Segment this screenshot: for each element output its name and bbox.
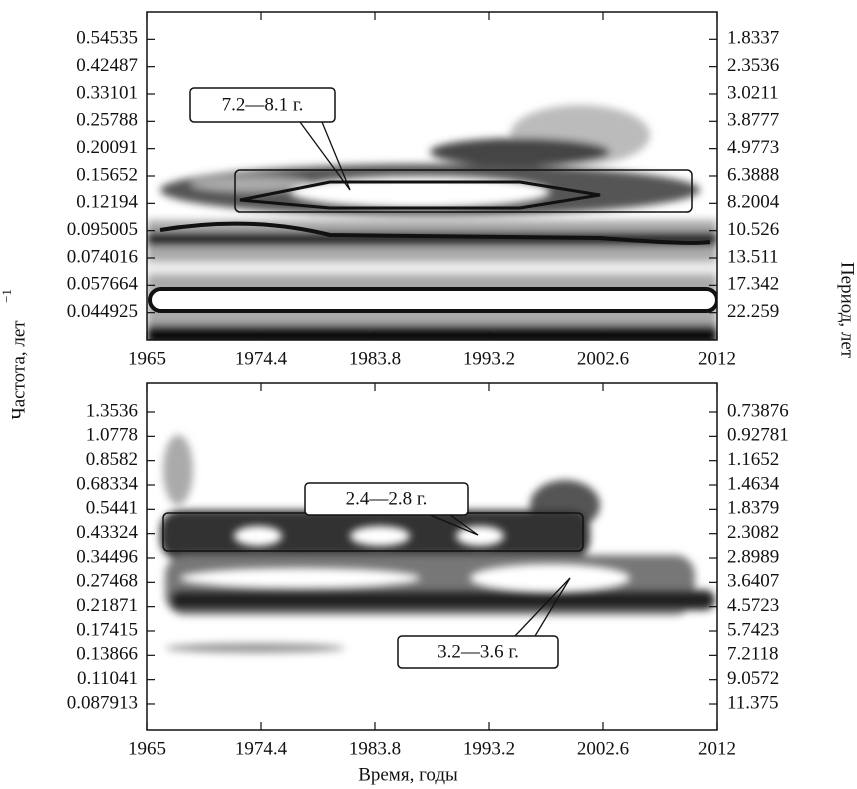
y-tick-label: 0.15652 xyxy=(76,164,138,185)
x-tick-label: 1974.4 xyxy=(235,738,288,759)
x-tick-label: 1974.4 xyxy=(235,348,288,369)
y-tick-label: 0.42487 xyxy=(76,55,138,76)
heatmap xyxy=(160,435,715,653)
y2-tick-label: 5.7423 xyxy=(727,619,779,640)
y2-tick-label: 3.0211 xyxy=(727,82,779,103)
y-tick-label: 0.68334 xyxy=(76,473,138,494)
y-tick-label: 0.8582 xyxy=(86,449,138,470)
y-axis-label: Частота, лет xyxy=(8,320,29,420)
y2-tick-label: 0.92781 xyxy=(727,425,789,446)
y-tick-label: 0.057664 xyxy=(67,274,139,295)
y-tick-label: 0.12194 xyxy=(76,192,138,213)
x-tick-label: 2012 xyxy=(698,738,736,759)
y2-tick-label: 10.526 xyxy=(727,219,779,240)
y2-tick-label: 4.9773 xyxy=(727,137,779,158)
y-tick-label: 0.54535 xyxy=(76,28,138,49)
x-tick-label: 2002.6 xyxy=(577,348,629,369)
chart: Время, годы Частота, лет −1 Период, лет … xyxy=(0,0,857,789)
y2-tick-label: 7.2118 xyxy=(727,644,779,665)
y2-tick-label: 8.2004 xyxy=(727,192,780,213)
y2-tick-label: 0.73876 xyxy=(727,400,789,421)
y2-tick-label: 1.1652 xyxy=(727,449,779,470)
y-tick-label: 0.095005 xyxy=(67,219,138,240)
x-tick-label: 1983.8 xyxy=(349,738,401,759)
annotation: 7.2—8.1 г. xyxy=(222,94,304,115)
y-tick-label: 0.11041 xyxy=(77,668,138,689)
y-tick-label: 0.34496 xyxy=(76,546,138,567)
y2-tick-label: 1.4634 xyxy=(727,473,780,494)
x-tick-label: 1965 xyxy=(128,738,166,759)
x-tick-label: 1965 xyxy=(128,348,166,369)
y-tick-label: 0.43324 xyxy=(76,522,138,543)
y2-tick-label: 4.5723 xyxy=(727,595,779,616)
y-tick-label: 0.13866 xyxy=(76,644,138,665)
x-tick-label: 1983.8 xyxy=(349,348,401,369)
y2-tick-label: 9.0572 xyxy=(727,668,779,689)
annotation: 2.4—2.8 г. xyxy=(346,488,428,509)
y-axis-label-exponent: −1 xyxy=(0,289,14,303)
y2-tick-label: 6.3888 xyxy=(727,164,779,185)
x-tick-label: 1993.2 xyxy=(463,348,515,369)
y2-tick-label: 2.8989 xyxy=(727,546,779,567)
y-tick-label: 0.25788 xyxy=(76,110,138,131)
page: {"x_label": "Время, годы", "y_label": "Ч… xyxy=(0,0,857,789)
y-tick-label: 0.17415 xyxy=(76,619,138,640)
y-tick-label: 0.33101 xyxy=(76,82,138,103)
y2-tick-label: 3.8777 xyxy=(727,110,779,131)
x-axis-label: Время, годы xyxy=(358,764,458,785)
y2-tick-label: 2.3536 xyxy=(727,55,779,76)
y2-tick-label: 13.511 xyxy=(727,246,779,267)
y-tick-label: 0.27468 xyxy=(76,571,138,592)
heatmap xyxy=(147,105,717,345)
y2-tick-label: 1.8379 xyxy=(727,498,779,519)
y-tick-label: 1.0778 xyxy=(86,425,138,446)
annotation: 3.2—3.6 г. xyxy=(437,641,519,662)
y-tick-label: 0.044925 xyxy=(67,301,138,322)
y2-tick-label: 3.6407 xyxy=(727,571,779,592)
x-tick-label: 2002.6 xyxy=(577,738,629,759)
y2-tick-label: 22.259 xyxy=(727,301,779,322)
y2-tick-label: 17.342 xyxy=(727,274,779,295)
y-tick-label: 1.3536 xyxy=(86,400,138,421)
y2-axis-label: Период, лет xyxy=(837,262,857,359)
y2-tick-label: 1.8337 xyxy=(727,28,779,49)
y2-tick-label: 2.3082 xyxy=(727,522,779,543)
x-tick-label: 2012 xyxy=(698,348,736,369)
y-tick-label: 0.074016 xyxy=(67,246,138,267)
y-tick-label: 0.087913 xyxy=(67,692,138,713)
y2-tick-label: 11.375 xyxy=(727,692,779,713)
x-tick-label: 1993.2 xyxy=(463,738,515,759)
y-tick-label: 0.20091 xyxy=(76,137,138,158)
y-tick-label: 0.5441 xyxy=(86,498,138,519)
y-tick-label: 0.21871 xyxy=(76,595,138,616)
